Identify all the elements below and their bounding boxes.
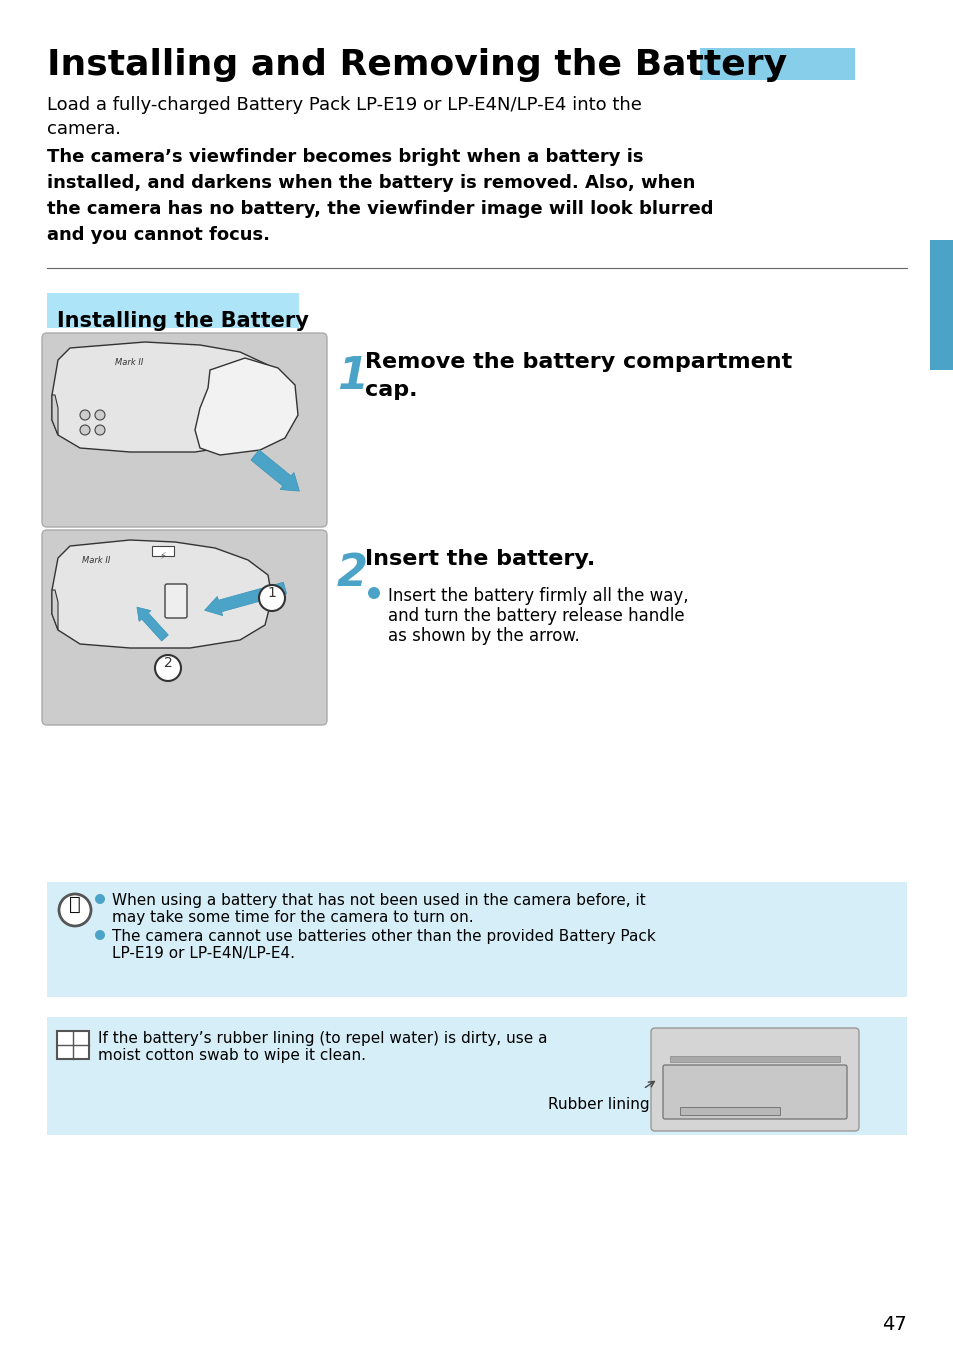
Circle shape <box>95 410 105 420</box>
FancyArrow shape <box>204 582 286 616</box>
Text: and turn the battery release handle: and turn the battery release handle <box>388 607 684 625</box>
Bar <box>47 882 906 997</box>
Polygon shape <box>52 395 58 434</box>
Text: ⓘ: ⓘ <box>69 894 81 913</box>
Text: the camera has no battery, the viewfinder image will look blurred: the camera has no battery, the viewfinde… <box>47 200 713 218</box>
Circle shape <box>59 894 91 925</box>
Text: as shown by the arrow.: as shown by the arrow. <box>388 627 579 646</box>
Circle shape <box>95 894 105 904</box>
Bar <box>47 293 298 328</box>
Text: moist cotton swab to wipe it clean.: moist cotton swab to wipe it clean. <box>98 1048 366 1063</box>
Bar <box>700 48 854 79</box>
Circle shape <box>80 410 90 420</box>
FancyBboxPatch shape <box>650 1028 858 1131</box>
Bar <box>152 546 173 555</box>
Polygon shape <box>52 539 272 648</box>
Text: 47: 47 <box>882 1315 906 1334</box>
Text: camera.: camera. <box>47 120 121 139</box>
Bar <box>669 1056 840 1063</box>
Text: Insert the battery firmly all the way,: Insert the battery firmly all the way, <box>388 586 688 605</box>
Text: installed, and darkens when the battery is removed. Also, when: installed, and darkens when the battery … <box>47 174 695 192</box>
Bar <box>679 1107 780 1115</box>
Text: Insert the battery.: Insert the battery. <box>365 549 595 569</box>
Text: and you cannot focus.: and you cannot focus. <box>47 226 270 243</box>
Circle shape <box>154 655 181 681</box>
Circle shape <box>258 585 285 611</box>
Bar <box>929 239 953 370</box>
Circle shape <box>368 586 379 599</box>
Text: If the battery’s rubber lining (to repel water) is dirty, use a: If the battery’s rubber lining (to repel… <box>98 1032 547 1046</box>
Text: Remove the battery compartment: Remove the battery compartment <box>365 352 791 373</box>
Circle shape <box>95 929 105 940</box>
Polygon shape <box>52 342 277 452</box>
Polygon shape <box>52 590 58 629</box>
Text: Mark II: Mark II <box>82 555 111 565</box>
Text: ⚡: ⚡ <box>159 551 166 561</box>
Polygon shape <box>194 358 297 455</box>
FancyArrow shape <box>137 607 168 642</box>
Text: cap.: cap. <box>365 381 417 399</box>
Bar <box>47 1017 906 1135</box>
Text: 1: 1 <box>336 355 368 398</box>
FancyBboxPatch shape <box>662 1065 846 1119</box>
FancyArrow shape <box>251 451 299 491</box>
FancyBboxPatch shape <box>42 334 327 527</box>
Text: The camera’s viewfinder becomes bright when a battery is: The camera’s viewfinder becomes bright w… <box>47 148 643 165</box>
Text: Mark II: Mark II <box>115 358 143 367</box>
Circle shape <box>95 425 105 434</box>
Text: 1: 1 <box>267 586 276 600</box>
Text: LP-E19 or LP-E4N/LP-E4.: LP-E19 or LP-E4N/LP-E4. <box>112 946 294 960</box>
Text: may take some time for the camera to turn on.: may take some time for the camera to tur… <box>112 911 473 925</box>
Text: Rubber lining: Rubber lining <box>547 1098 649 1112</box>
FancyBboxPatch shape <box>165 584 187 617</box>
Text: The camera cannot use batteries other than the provided Battery Pack: The camera cannot use batteries other th… <box>112 929 655 944</box>
Text: Load a fully-charged Battery Pack LP-E19 or LP-E4N/LP-E4 into the: Load a fully-charged Battery Pack LP-E19… <box>47 95 641 114</box>
Text: Installing and Removing the Battery: Installing and Removing the Battery <box>47 48 786 82</box>
Text: 2: 2 <box>336 551 368 594</box>
FancyBboxPatch shape <box>42 530 327 725</box>
Text: When using a battery that has not been used in the camera before, it: When using a battery that has not been u… <box>112 893 645 908</box>
Bar <box>57 1032 89 1059</box>
Text: Installing the Battery: Installing the Battery <box>57 311 309 331</box>
Circle shape <box>80 425 90 434</box>
Text: 2: 2 <box>164 656 172 670</box>
